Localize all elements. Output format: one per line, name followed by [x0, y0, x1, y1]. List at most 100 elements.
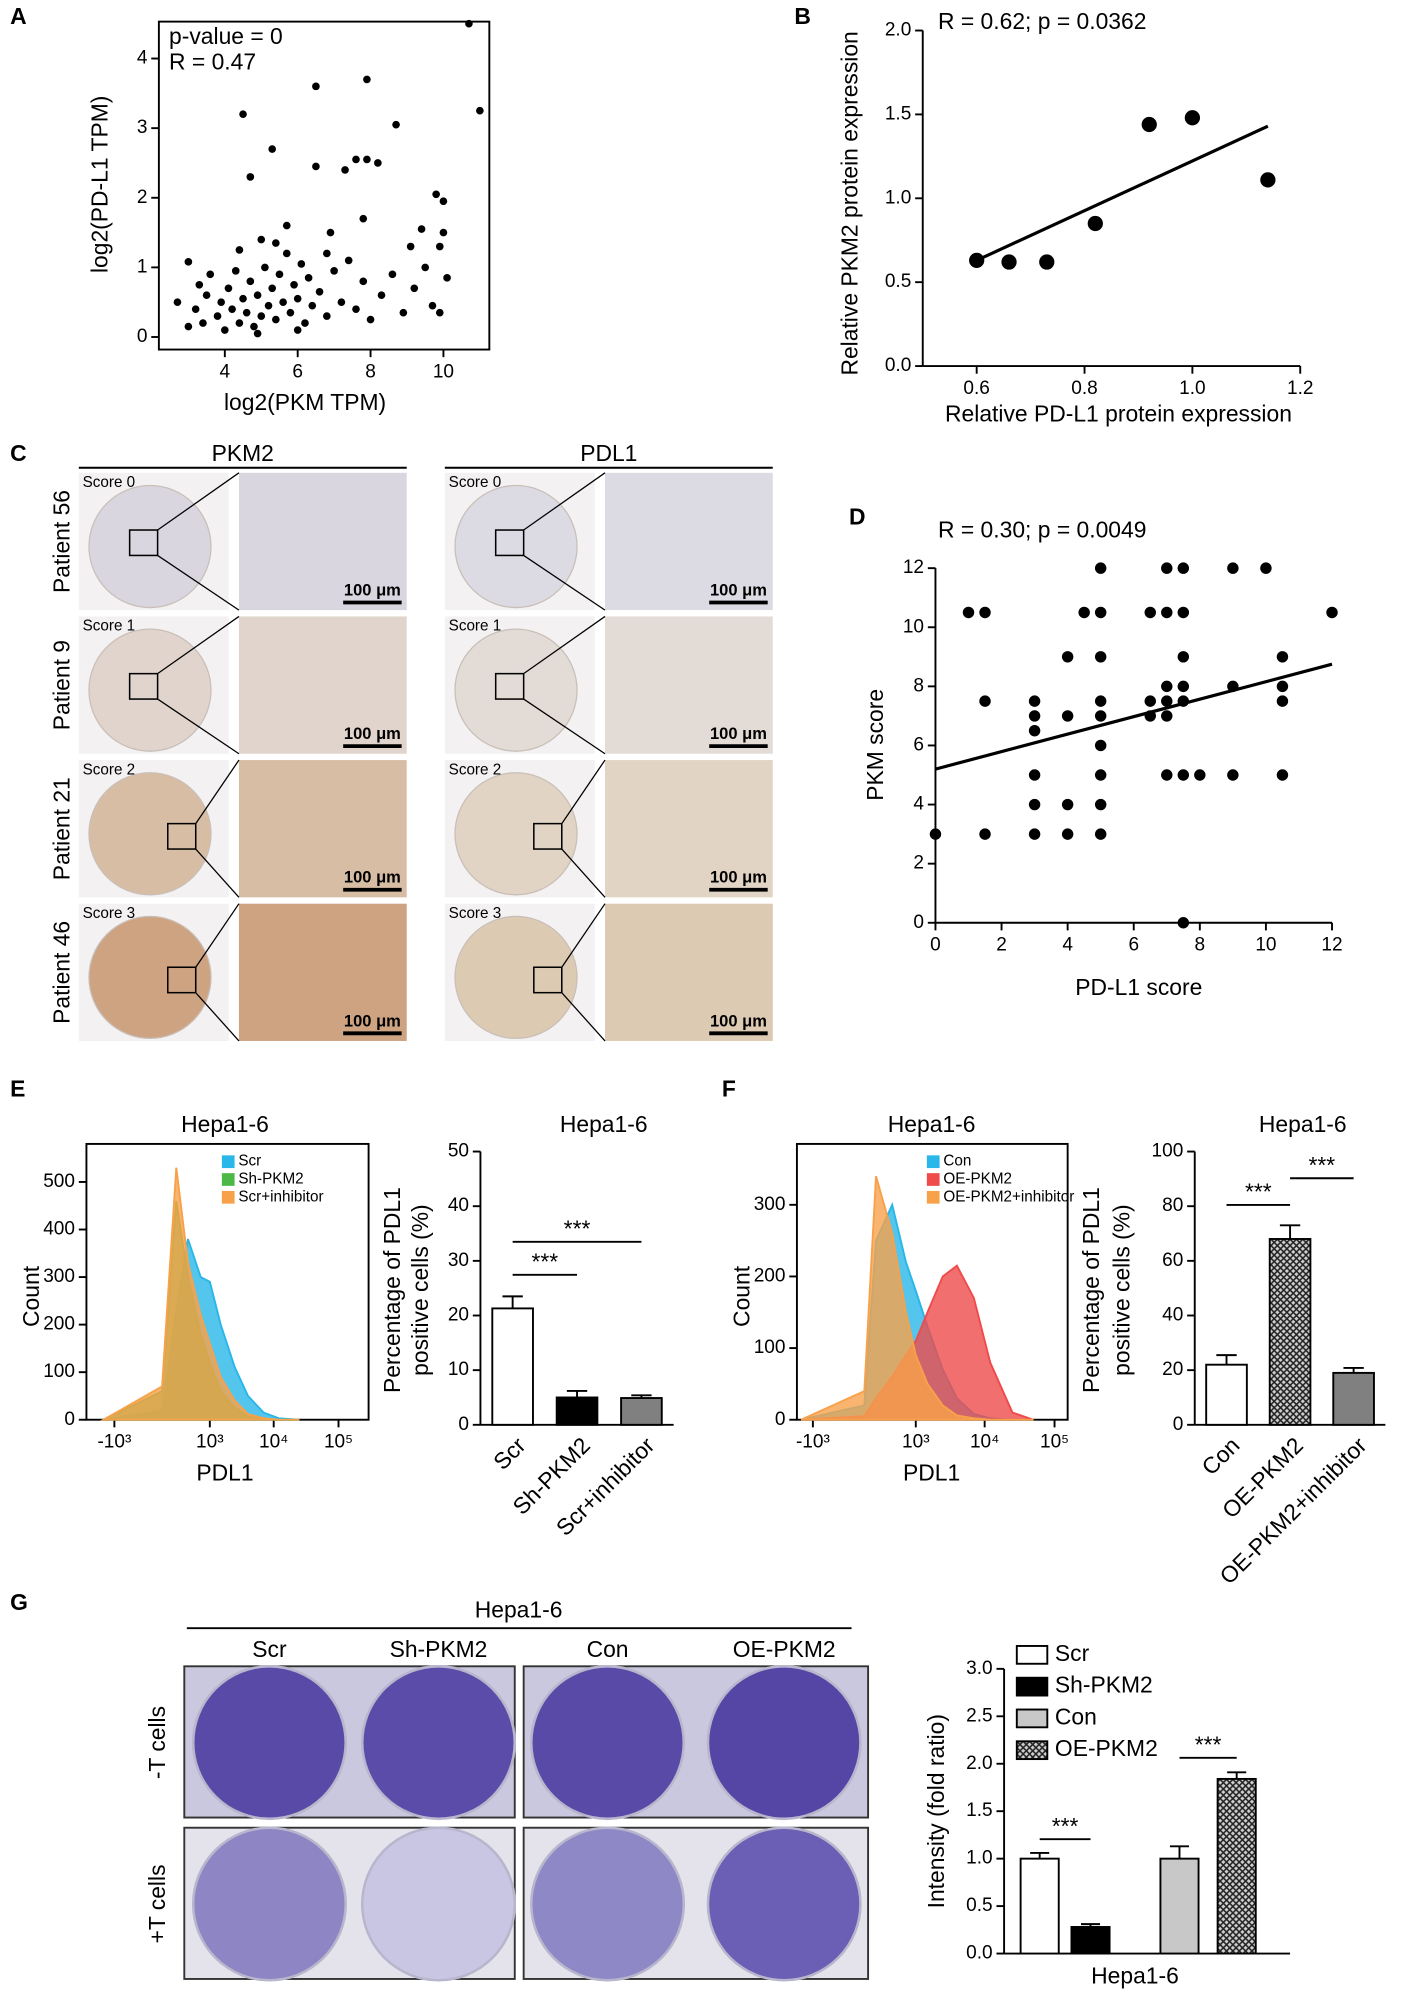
point — [253, 329, 262, 338]
point — [195, 280, 204, 289]
panel-label: C — [10, 440, 27, 466]
tissue-core — [88, 915, 212, 1040]
y-tick-label: 200 — [43, 1314, 75, 1335]
y-tick-label: 500 — [43, 1171, 75, 1192]
annotation: R = 0.62; p = 0.0362 — [938, 8, 1146, 34]
point — [366, 315, 375, 324]
tissue-core — [454, 772, 578, 896]
point — [1184, 110, 1201, 126]
x-axis-label: PDL1 — [903, 1459, 960, 1485]
colony-well — [191, 1665, 347, 1821]
colony-well — [530, 1665, 686, 1821]
plot-frame — [157, 20, 491, 351]
point — [465, 19, 473, 28]
score-label: Score 3 — [449, 905, 502, 922]
scale-bar-label: 100 μm — [344, 1011, 401, 1030]
point — [1094, 769, 1107, 781]
scale-bar-label: 100 μm — [710, 580, 767, 599]
zoom-line — [157, 554, 240, 611]
column-header: PDL1 — [580, 440, 637, 466]
point — [315, 287, 324, 296]
point — [352, 305, 360, 313]
tissue-core — [88, 628, 212, 752]
significance-label: *** — [1308, 1152, 1335, 1178]
significance-label: *** — [1195, 1731, 1222, 1757]
y-tick-label: 0.0 — [885, 355, 911, 376]
point — [323, 249, 331, 258]
point — [1028, 710, 1041, 722]
point — [1260, 562, 1272, 574]
point — [231, 267, 240, 275]
tissue-core — [88, 484, 212, 609]
x-tick-label: 0.8 — [1071, 378, 1097, 399]
point — [417, 225, 426, 233]
zoom-line — [523, 698, 606, 755]
point — [228, 305, 236, 313]
point — [268, 145, 276, 153]
y-tick-label: 20 — [1162, 1359, 1183, 1380]
point — [392, 120, 400, 129]
point — [1276, 769, 1289, 781]
point — [439, 228, 448, 237]
zoom-line — [561, 759, 606, 824]
significance-label: *** — [564, 1215, 591, 1241]
point — [1161, 562, 1173, 574]
legend-swatch — [221, 1155, 235, 1169]
point — [962, 606, 975, 619]
row-label: +T cells — [144, 1864, 170, 1943]
y-tick-label: 20 — [448, 1305, 469, 1326]
x-tick-label: 10⁵ — [1040, 1432, 1069, 1453]
legend-swatch — [926, 1173, 940, 1186]
point — [1061, 798, 1074, 811]
point — [1094, 739, 1107, 752]
y-tick-label: 2.0 — [885, 20, 911, 41]
y-tick-label: 12 — [903, 557, 924, 578]
point — [439, 197, 448, 206]
colony-well — [706, 1665, 862, 1821]
column-header: Con — [587, 1636, 629, 1662]
y-tick-label: 10 — [903, 616, 924, 637]
point — [326, 228, 335, 237]
chart-title: Hepa1-6 — [560, 1111, 648, 1137]
point — [1177, 917, 1190, 929]
column-header: Scr — [252, 1636, 287, 1662]
point — [275, 270, 284, 279]
significance-label: *** — [531, 1248, 558, 1274]
zoom-box — [494, 672, 525, 700]
x-tick-label: -10³ — [97, 1432, 131, 1453]
y-tick-label: 1 — [137, 256, 148, 277]
scale-bar-label: 100 μm — [344, 580, 401, 599]
point — [1260, 172, 1276, 188]
y-tick-label: 1.5 — [885, 103, 911, 124]
y-axis-label: Relative PKM2 protein expression — [837, 31, 863, 375]
point — [1028, 798, 1041, 811]
point — [293, 294, 302, 303]
bar — [1268, 1238, 1312, 1426]
point — [979, 606, 991, 619]
y-tick-label: 40 — [448, 1195, 469, 1216]
legend-label: Sh-PKM2 — [238, 1171, 303, 1188]
histogram-area — [800, 1175, 1034, 1421]
point — [1087, 215, 1103, 232]
point — [290, 280, 298, 289]
zoom-line — [195, 848, 240, 898]
point — [337, 298, 346, 307]
significance-label: *** — [1052, 1813, 1079, 1839]
point — [1028, 769, 1041, 781]
point — [239, 110, 247, 119]
row-label: Patient 21 — [49, 777, 75, 880]
point — [363, 155, 371, 164]
x-tick-label: 1.0 — [1179, 378, 1205, 399]
point — [282, 249, 291, 258]
column-header: Sh-PKM2 — [390, 1636, 488, 1662]
score-label: Score 0 — [83, 474, 136, 491]
zoom-line — [157, 472, 240, 531]
panel-label: A — [10, 3, 27, 29]
point — [359, 277, 368, 286]
legend-label: Scr — [1055, 1640, 1090, 1666]
y-tick-label: 3 — [137, 117, 148, 138]
point — [1161, 680, 1173, 693]
point — [217, 298, 225, 307]
bar — [620, 1397, 663, 1426]
point — [1276, 651, 1289, 663]
